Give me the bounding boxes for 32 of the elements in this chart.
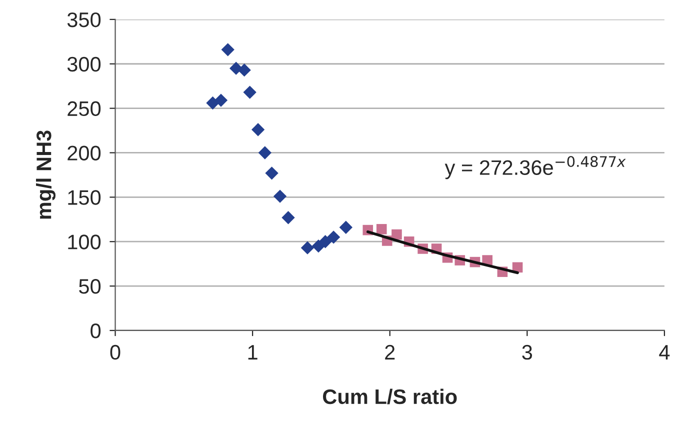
y-tick-label: 0 — [90, 323, 101, 338]
x-tick-label: 1 — [248, 345, 258, 360]
point — [238, 64, 251, 77]
point — [243, 86, 256, 99]
x-tick-label: 3 — [522, 344, 532, 360]
y-tick-label: 200 — [68, 146, 101, 160]
point — [392, 229, 402, 240]
x-axis-title: Cum L/S ratio — [322, 388, 457, 404]
point — [282, 211, 295, 224]
x-tick-label: 2 — [385, 344, 395, 360]
point — [318, 235, 332, 248]
x-tick-label: 0 — [110, 344, 120, 360]
y-tick-label: 250 — [68, 101, 101, 116]
point — [339, 220, 353, 234]
y-axis-title: mg/l NH3 — [36, 130, 56, 219]
point — [273, 190, 287, 203]
x-tick-label: 4 — [659, 345, 670, 360]
point — [258, 146, 272, 160]
point — [265, 166, 278, 180]
y-tick-label: 50 — [79, 279, 101, 294]
y-tick-label: 150 — [68, 190, 101, 205]
point — [326, 230, 340, 244]
annotation: y = 272.36e$^{−0.4877x}$ — [444, 156, 626, 180]
point — [300, 241, 314, 254]
point — [214, 94, 228, 107]
y-tick-label: 350 — [67, 12, 101, 28]
y-tick-label: 300 — [67, 56, 101, 72]
point — [251, 123, 265, 136]
y-tick-label: 100 — [68, 234, 101, 250]
point — [221, 43, 234, 56]
point — [312, 239, 326, 253]
point — [376, 224, 387, 234]
